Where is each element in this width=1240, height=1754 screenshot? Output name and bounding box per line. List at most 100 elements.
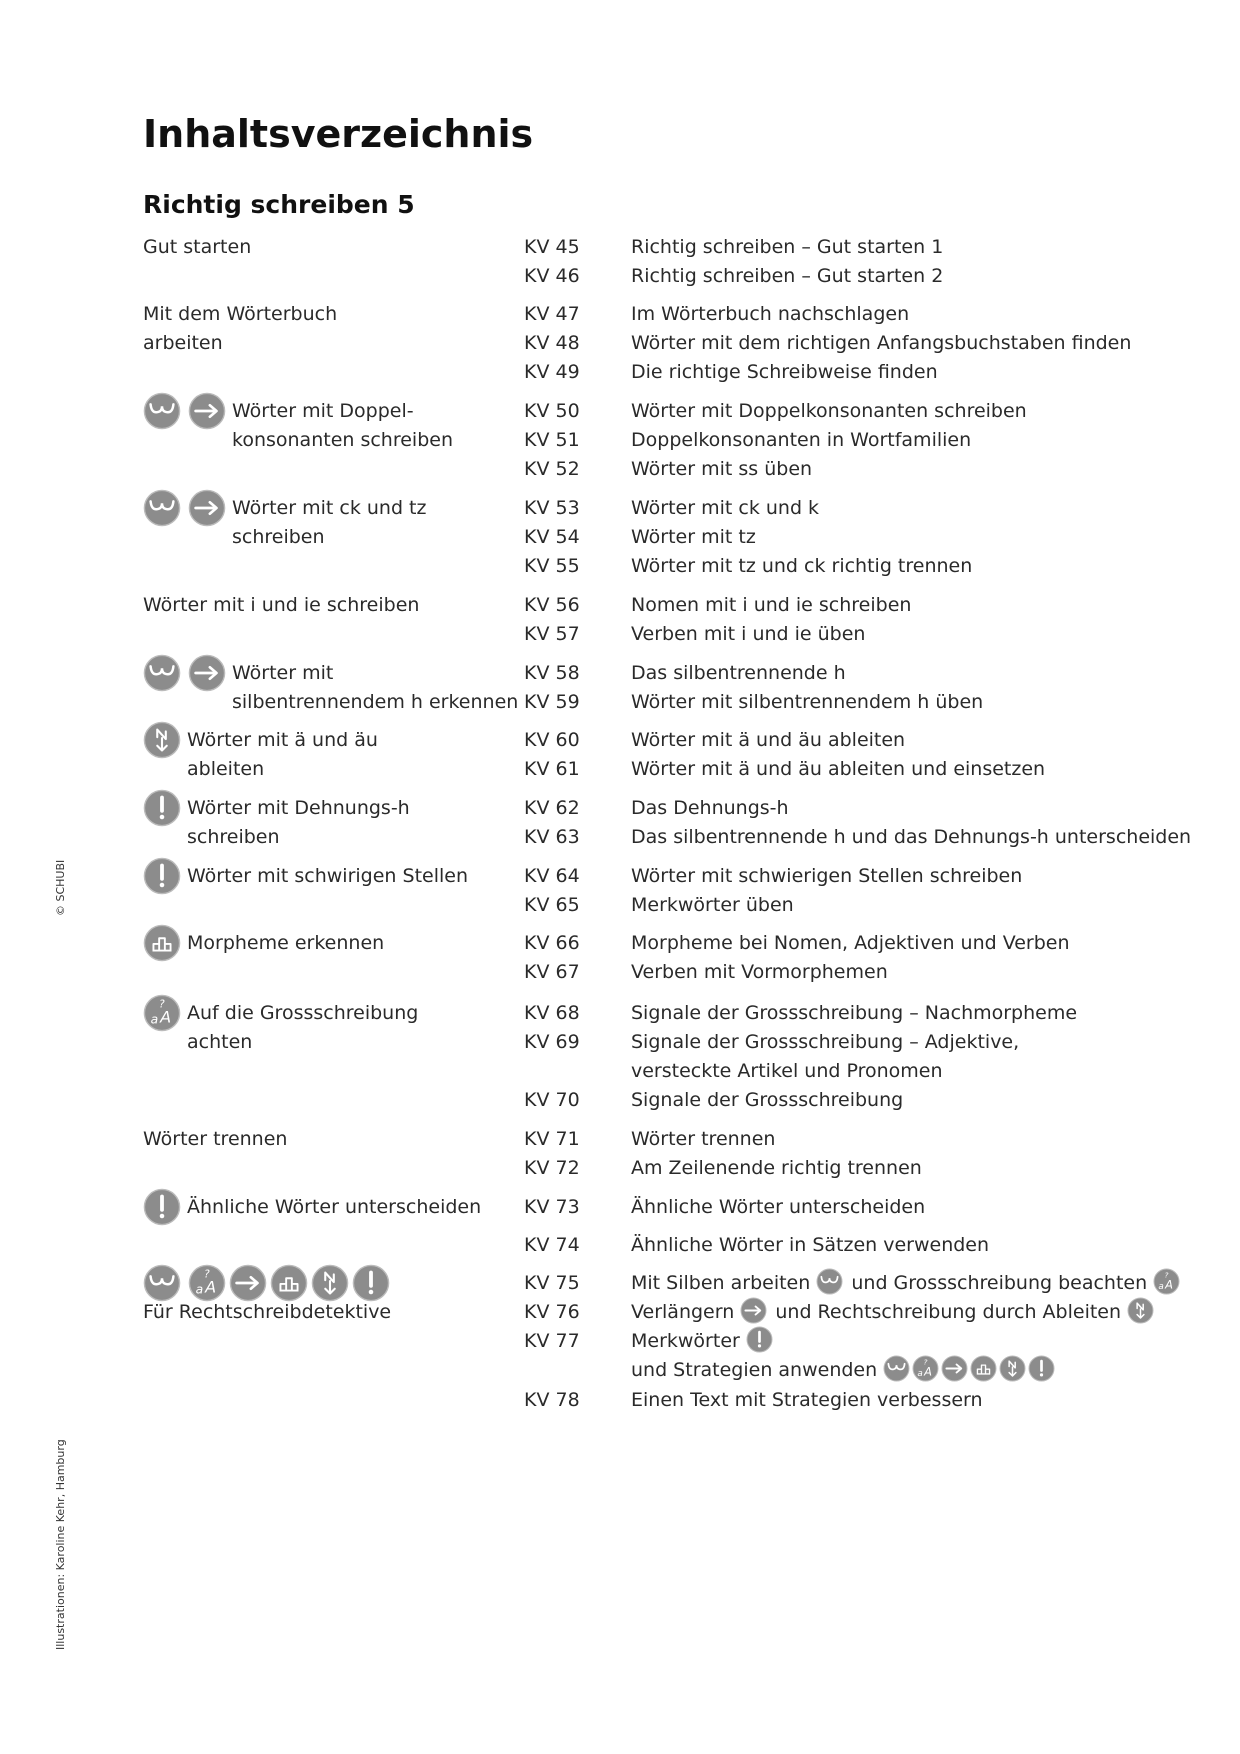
worksheet-title[interactable]: Wörter trennen <box>631 1125 775 1154</box>
worksheet-title[interactable]: Wörter mit dem richtigen Anfangsbuchstab… <box>631 329 1131 358</box>
page-title: Inhaltsverzeichnis <box>143 112 534 156</box>
worksheet-title[interactable]: Signale der Grossschreibung – Adjektive, <box>631 1028 1019 1057</box>
worksheet-number[interactable]: KV 55 <box>524 555 580 578</box>
worksheet-title[interactable]: Doppelkonsonanten in Wortfamilien <box>631 426 971 455</box>
worksheet-number[interactable]: KV 77 <box>524 1330 580 1353</box>
worksheet-title[interactable]: Das silbentrennende h <box>631 659 846 688</box>
worksheet-number[interactable]: KV 47 <box>524 302 580 325</box>
worksheet-title-text: Ähnliche Wörter in Sätzen verwenden <box>631 1233 990 1256</box>
worksheet-title-text: Wörter mit ss üben <box>631 458 813 481</box>
worksheet-number[interactable]: KV 48 <box>524 331 580 354</box>
worksheet-title[interactable]: Am Zeilenende richtig trennen <box>631 1154 922 1183</box>
worksheet-title-text: und Grossschreibung beachten <box>851 1271 1148 1294</box>
worksheet-title-text: versteckte Artikel und Pronomen <box>631 1060 943 1083</box>
worksheet-title[interactable]: Wörter mit tz <box>631 523 756 552</box>
worksheet-title[interactable]: Wörter mit ä und äu ableiten und einsetz… <box>631 755 1045 784</box>
worksheet-title[interactable]: Richtig schreiben – Gut starten 2 <box>631 262 943 291</box>
worksheet-number[interactable]: KV 60 <box>524 728 580 751</box>
svg-text:?: ? <box>1165 1270 1169 1279</box>
worksheet-title-text: Signale der Grossschreibung <box>631 1089 904 1112</box>
worksheet-title[interactable]: Verlängern und Rechtschreibung durch Abl… <box>631 1297 1156 1327</box>
worksheet-number[interactable]: KV 54 <box>524 525 580 548</box>
topic-label: Wörter trennen <box>143 1127 288 1150</box>
worksheet-title[interactable]: Einen Text mit Strategien verbessern <box>631 1386 983 1415</box>
worksheet-title-text: Verben mit i und ie üben <box>631 622 866 645</box>
worksheet-number[interactable]: KV 57 <box>524 622 580 645</box>
syllable-icon <box>883 1355 910 1382</box>
worksheet-title[interactable]: Wörter mit ck und k <box>631 494 819 523</box>
worksheet-number[interactable]: KV 67 <box>524 960 580 983</box>
exclamation-icon <box>746 1326 773 1353</box>
worksheet-title-text: Wörter mit Doppelkonsonanten schreiben <box>631 399 1027 422</box>
worksheet-number[interactable]: KV 69 <box>524 1030 580 1053</box>
worksheet-number[interactable]: KV 73 <box>524 1195 580 1218</box>
syllable-icon <box>143 654 181 692</box>
worksheet-title-text: Morpheme bei Nomen, Adjektiven und Verbe… <box>631 931 1070 954</box>
worksheet-title-text: Die richtige Schreibweise finden <box>631 361 938 384</box>
worksheet-number[interactable]: KV 61 <box>524 757 580 780</box>
worksheet-number[interactable]: KV 64 <box>524 864 580 887</box>
worksheet-number[interactable]: KV 52 <box>524 458 580 481</box>
worksheet-number[interactable]: KV 76 <box>524 1300 580 1323</box>
worksheet-number[interactable]: KV 68 <box>524 1001 580 1024</box>
worksheet-number[interactable]: KV 65 <box>524 893 580 916</box>
worksheet-number[interactable]: KV 56 <box>524 593 580 616</box>
derive-icon <box>311 1264 349 1302</box>
exclamation-icon <box>143 789 181 827</box>
worksheet-number[interactable]: KV 50 <box>524 399 580 422</box>
worksheet-title[interactable]: Richtig schreiben – Gut starten 1 <box>631 233 943 262</box>
worksheet-title[interactable]: und Strategien anwenden ? a A <box>631 1355 1057 1385</box>
worksheet-title[interactable]: Merkwörter üben <box>631 891 794 920</box>
copyright-note: © SCHUBI <box>54 859 67 916</box>
worksheet-title[interactable]: Im Wörterbuch nachschlagen <box>631 300 909 329</box>
worksheet-title[interactable]: Verben mit i und ie üben <box>631 620 865 649</box>
svg-text:a: a <box>918 1369 923 1379</box>
worksheet-title[interactable]: Merkwörter <box>631 1326 775 1356</box>
worksheet-title[interactable]: Ähnliche Wörter in Sätzen verwenden <box>631 1231 989 1260</box>
worksheet-number[interactable]: KV 62 <box>524 796 580 819</box>
worksheet-number[interactable]: KV 53 <box>524 496 580 519</box>
worksheet-title-text: Wörter trennen <box>631 1127 776 1150</box>
worksheet-title-text: Richtig schreiben – Gut starten 2 <box>631 264 944 287</box>
worksheet-title[interactable]: Das Dehnungs-h <box>631 794 789 823</box>
worksheet-number[interactable]: KV 78 <box>524 1388 580 1411</box>
worksheet-number[interactable]: KV 70 <box>524 1089 580 1112</box>
worksheet-number[interactable]: KV 75 <box>524 1271 580 1294</box>
arrow-icon <box>740 1297 767 1324</box>
worksheet-title[interactable]: Die richtige Schreibweise finden <box>631 358 938 387</box>
worksheet-title[interactable]: Signale der Grossschreibung – Nachmorphe… <box>631 999 1077 1028</box>
worksheet-number[interactable]: KV 72 <box>524 1156 580 1179</box>
worksheet-number[interactable]: KV 59 <box>524 690 580 713</box>
worksheet-number[interactable]: KV 74 <box>524 1233 580 1256</box>
worksheet-number[interactable]: KV 63 <box>524 825 580 848</box>
worksheet-title[interactable]: versteckte Artikel und Pronomen <box>631 1057 943 1086</box>
syllable-icon <box>143 392 181 430</box>
worksheet-number[interactable]: KV 46 <box>524 264 580 287</box>
worksheet-number[interactable]: KV 49 <box>524 361 580 384</box>
morpheme-icon <box>970 1355 997 1382</box>
topic-label: konsonanten schreiben <box>232 428 454 451</box>
worksheet-title[interactable]: Ähnliche Wörter unterscheiden <box>631 1193 925 1222</box>
illustration-credit: Illustrationen: Karoline Kehr, Hamburg <box>54 1439 67 1650</box>
worksheet-title-text: Merkwörter üben <box>631 893 794 916</box>
topic-label: achten <box>187 1030 253 1053</box>
worksheet-title[interactable]: Wörter mit ss üben <box>631 455 812 484</box>
worksheet-title[interactable]: Mit Silben arbeiten und Grossschreibung … <box>631 1268 1182 1298</box>
worksheet-title[interactable]: Signale der Grossschreibung <box>631 1086 903 1115</box>
worksheet-title[interactable]: Wörter mit tz und ck richtig trennen <box>631 552 972 581</box>
morpheme-icon <box>143 924 181 962</box>
worksheet-number[interactable]: KV 71 <box>524 1127 580 1150</box>
worksheet-title[interactable]: Wörter mit ä und äu ableiten <box>631 726 905 755</box>
worksheet-title[interactable]: Das silbentrennende h und das Dehnungs-h… <box>631 823 1191 852</box>
worksheet-title[interactable]: Nomen mit i und ie schreiben <box>631 591 911 620</box>
worksheet-number[interactable]: KV 45 <box>524 235 580 258</box>
worksheet-number[interactable]: KV 66 <box>524 931 580 954</box>
worksheet-title[interactable]: Wörter mit schwierigen Stellen schreiben <box>631 862 1022 891</box>
worksheet-title[interactable]: Verben mit Vormorphemen <box>631 958 888 987</box>
worksheet-number[interactable]: KV 51 <box>524 428 580 451</box>
worksheet-title[interactable]: Morpheme bei Nomen, Adjektiven und Verbe… <box>631 929 1070 958</box>
worksheet-title[interactable]: Wörter mit silbentrennendem h üben <box>631 688 983 717</box>
worksheet-title-text: Merkwörter <box>631 1330 740 1353</box>
worksheet-title[interactable]: Wörter mit Doppelkonsonanten schreiben <box>631 397 1027 426</box>
worksheet-number[interactable]: KV 58 <box>524 661 580 684</box>
